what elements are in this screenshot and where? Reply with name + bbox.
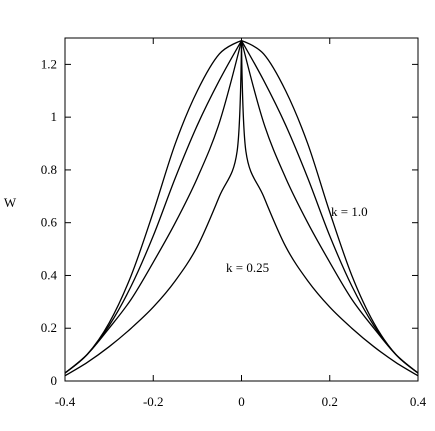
x-tick-label: -0.4	[55, 394, 76, 409]
annotation-k-1: k = 1.0	[331, 204, 368, 219]
y-tick-label: 0.2	[41, 320, 57, 335]
x-tick-label: 0.2	[322, 394, 338, 409]
y-tick-label: 0.8	[41, 162, 57, 177]
x-tick-label: -0.2	[143, 394, 164, 409]
x-tick-label: 0	[238, 394, 245, 409]
x-tick-label: 0.4	[410, 394, 427, 409]
y-tick-label: 1.2	[41, 56, 57, 71]
y-tick-label: 0.6	[41, 215, 58, 230]
y-tick-label: 0.4	[41, 267, 58, 282]
axis-ticks: -0.4 -0.2 0 0.2 0.4 0 0.2 0.4 0.6 0.8 1 1.2	[41, 38, 427, 409]
y-axis-label: W	[4, 195, 17, 210]
y-tick-label: 0	[51, 373, 58, 388]
annotation-k-025: k = 0.25	[226, 260, 269, 275]
y-tick-label: 1	[51, 109, 58, 124]
